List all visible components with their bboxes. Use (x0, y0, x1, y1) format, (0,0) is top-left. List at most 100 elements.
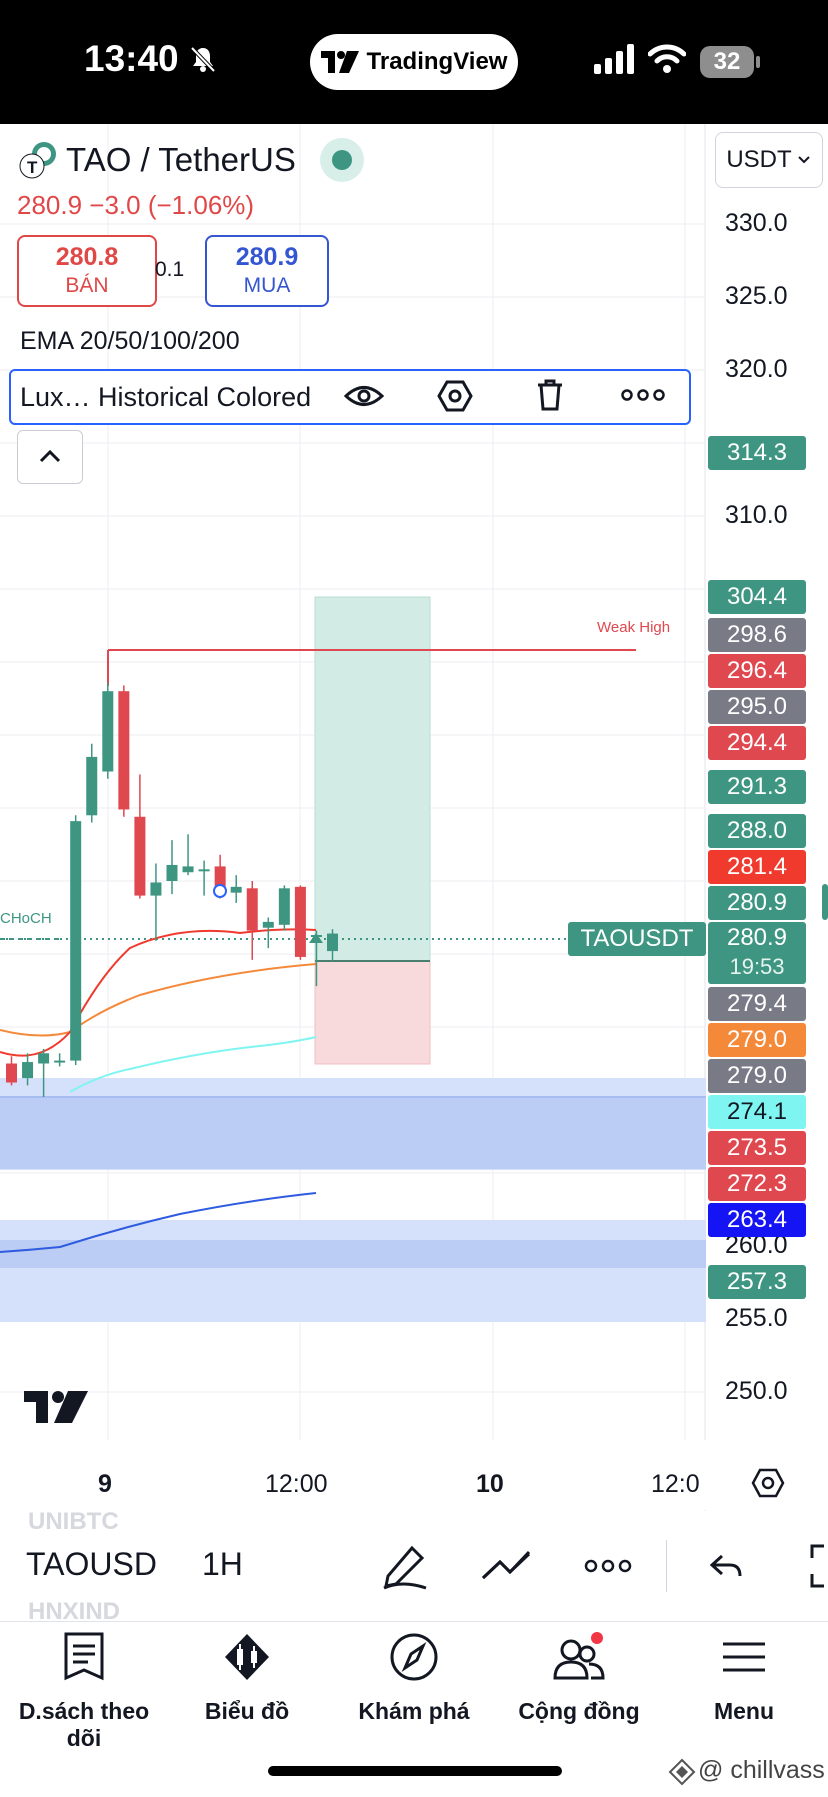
nav-menu[interactable]: Menu (666, 1632, 822, 1725)
price-badge: 272.3 (708, 1167, 806, 1201)
candle-body (182, 866, 194, 873)
chevron-up-icon (39, 449, 61, 463)
candle-body (278, 888, 290, 925)
candle-body (6, 1063, 17, 1083)
weak-high-label: Weak High (597, 619, 670, 636)
candle (278, 885, 290, 931)
price-chart[interactable]: Weak High CHoCH (0, 124, 828, 1511)
price-badge: 296.4 (708, 654, 806, 688)
undo-icon[interactable] (708, 1550, 744, 1582)
candle (166, 840, 178, 895)
buy-button[interactable]: 280.9 MUA (205, 235, 329, 307)
candle-body (198, 869, 210, 872)
nav-community[interactable]: Cộng đồng (502, 1632, 656, 1725)
price-badge: 279.0 (708, 1059, 806, 1093)
ema-indicator-legend[interactable]: EMA 20/50/100/200 (20, 327, 240, 355)
svg-text:T: T (27, 158, 38, 177)
indicator-legend-selected[interactable]: Lux… Historical Colored (9, 369, 691, 425)
price-badge: 298.6 (708, 618, 806, 652)
candle-body (262, 921, 274, 928)
nav-label: Biểu đồ (204, 1698, 290, 1724)
more-options-icon[interactable] (621, 387, 665, 403)
current-price-symbol-label: TAOUSDT (568, 922, 706, 956)
candle (150, 863, 162, 941)
pen-draw-icon[interactable] (382, 1544, 428, 1590)
candle (102, 682, 114, 779)
fullscreen-icon[interactable] (804, 1544, 828, 1588)
time-tick: 12:0 (651, 1470, 700, 1498)
candle (86, 743, 98, 823)
candle-body (22, 1062, 34, 1079)
order-block-zone-lower (0, 1220, 706, 1322)
interval-selector[interactable]: 1H (202, 1546, 243, 1582)
toolbar-more-icon[interactable] (584, 1558, 632, 1574)
home-indicator[interactable] (268, 1766, 562, 1776)
compass-icon (390, 1633, 438, 1681)
status-bar: 13:40 TradingView 32 (0, 0, 828, 124)
candle (118, 685, 130, 817)
symbol-scroll-prev: UNIBTC (28, 1508, 119, 1535)
nav-explore[interactable]: Khám phá (336, 1632, 492, 1725)
price-badge: 288.0 (708, 814, 806, 848)
indicator-name: Lux… Historical Colored (20, 382, 312, 412)
candle-body (118, 691, 130, 810)
time-axis[interactable] (0, 1440, 828, 1510)
sell-button[interactable]: 280.8 BÁN (17, 235, 157, 307)
price-badge: 257.3 (708, 1265, 806, 1299)
symbol-title[interactable]: TAO / TetherUS (66, 141, 296, 178)
tradingview-logo-icon (320, 51, 359, 73)
status-time: 13:40 (84, 38, 179, 79)
watermark-text: @ chillvass (698, 1756, 825, 1784)
price-tick: 330.0 (725, 209, 788, 237)
candle (246, 881, 258, 960)
up-arrow-marker-icon (309, 933, 323, 943)
candle (230, 875, 242, 903)
tradingview-pill[interactable]: TradingView (310, 34, 518, 90)
current-price-value: 280.9 (726, 924, 788, 951)
eye-icon[interactable] (344, 381, 384, 411)
price-badge: 281.4 (708, 850, 806, 884)
candle (54, 1053, 66, 1067)
nav-chart[interactable]: Biểu đồ (170, 1632, 324, 1725)
time-tick: 12:00 (265, 1470, 328, 1498)
watermark-logo-icon (668, 1758, 696, 1786)
battery-level: 32 (700, 46, 754, 78)
symbol-selector[interactable]: TAOUSD (26, 1546, 157, 1582)
price-tick: 310.0 (725, 501, 788, 529)
price-badge: 273.5 (708, 1131, 806, 1165)
collapse-legend-button[interactable] (17, 430, 83, 484)
candle (198, 860, 210, 896)
price-badge: 294.4 (708, 726, 806, 760)
long-position-target-zone[interactable] (314, 596, 431, 962)
tradingview-logo-icon (24, 1391, 88, 1423)
battery-nub (756, 56, 760, 68)
candle-body (230, 886, 242, 893)
candle (182, 834, 194, 876)
trash-icon[interactable] (535, 378, 565, 412)
currency-label: USDT (726, 146, 792, 173)
candle (70, 815, 82, 1065)
chart-settings-icon[interactable] (751, 1467, 785, 1499)
candle (22, 1053, 34, 1086)
ema-100-line (69, 1036, 317, 1093)
price-badge: 263.4 (708, 1203, 806, 1237)
buy-label: MUA (243, 274, 291, 297)
candle (134, 774, 146, 899)
trend-lines-icon[interactable] (480, 1548, 532, 1584)
currency-selector[interactable]: USDT (715, 132, 823, 188)
settings-hexagon-icon[interactable] (437, 379, 473, 413)
market-open-dot (332, 150, 352, 170)
order-marker-icon[interactable] (213, 884, 227, 898)
price-badge: 304.4 (708, 580, 806, 614)
long-position-stop-zone[interactable] (314, 960, 431, 1065)
symbol-scroll-next: HNXIND (28, 1598, 121, 1625)
sell-label: BÁN (65, 274, 109, 297)
price-change: 280.9 −3.0 (−1.06%) (17, 190, 255, 220)
candle (327, 929, 338, 962)
market-status-indicator[interactable] (320, 138, 364, 182)
price-scale-handle[interactable] (822, 884, 828, 920)
candle-body (54, 1060, 66, 1063)
nav-watchlist[interactable]: D.sách theo dõi (0, 1632, 168, 1752)
candle-body (294, 886, 306, 957)
nav-label: Cộng đồng (518, 1698, 640, 1724)
